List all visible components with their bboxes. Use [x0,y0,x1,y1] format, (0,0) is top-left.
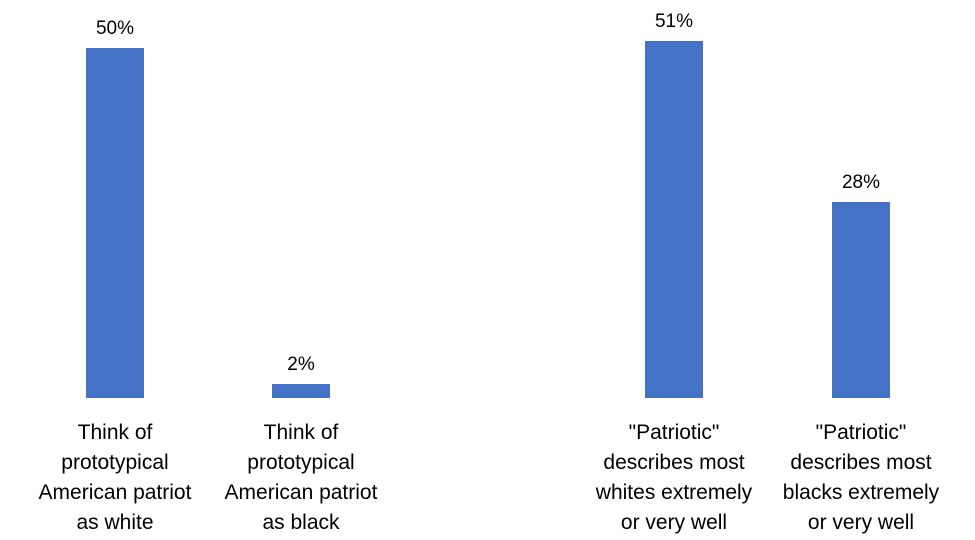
data-label-0-1: 2% [287,354,315,375]
category-label-line: prototypical [61,451,168,474]
category-label-line: as white [76,511,153,534]
category-label-line: or very well [808,511,914,534]
data-label-0-0: 50% [96,18,134,39]
category-label-line: describes most [603,451,744,474]
category-label-0-1: Think of prototypical American patriot as b… [225,421,378,534]
category-label-line: blacks extremely [783,481,940,504]
category-label-line: Think of [264,421,339,444]
category-label-line: as black [262,511,340,534]
category-label-line: describes most [790,451,931,474]
category-label-1-1: "Patriotic" describes most blacks extremel… [783,421,940,534]
bar-1-1 [832,202,890,398]
category-label-line: whites extremely [595,481,753,504]
bar-1-0 [645,41,703,398]
category-label-line: American patriot [39,481,192,504]
bar-0-1 [272,384,330,398]
category-label-line: Think of [78,421,153,444]
category-label-0-0: Think of prototypical American patriot as w… [39,421,192,534]
category-label-line: American patriot [225,481,378,504]
category-label-line: or very well [621,511,727,534]
category-label-line: "Patriotic" [629,421,720,444]
bar-0-0 [86,48,144,398]
category-label-1-0: "Patriotic" describes most whites extremel… [595,421,753,534]
data-label-1-0: 51% [655,11,693,32]
category-label-line: prototypical [247,451,354,474]
category-label-line: "Patriotic" [816,421,907,444]
data-label-1-1: 28% [842,172,880,193]
